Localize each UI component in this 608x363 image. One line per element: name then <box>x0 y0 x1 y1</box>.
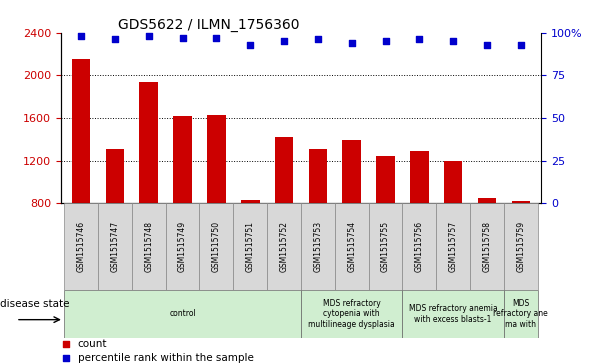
Text: count: count <box>78 339 107 349</box>
Bar <box>98 203 132 290</box>
Point <box>516 42 526 48</box>
Bar <box>267 203 301 290</box>
Point <box>61 355 71 361</box>
Point <box>144 33 154 39</box>
Text: MDS
refractory ane
ma with: MDS refractory ane ma with <box>494 299 548 329</box>
Bar <box>233 203 267 290</box>
Bar <box>402 290 504 338</box>
Bar <box>72 59 91 203</box>
Bar <box>376 156 395 203</box>
Bar <box>368 203 402 290</box>
Text: GSM1515755: GSM1515755 <box>381 221 390 272</box>
Text: GSM1515757: GSM1515757 <box>449 221 458 272</box>
Text: GSM1515752: GSM1515752 <box>280 221 289 272</box>
Bar <box>207 115 226 203</box>
Text: GSM1515756: GSM1515756 <box>415 221 424 272</box>
Bar <box>173 116 192 203</box>
Text: GSM1515749: GSM1515749 <box>178 221 187 272</box>
Point <box>279 38 289 44</box>
Bar <box>241 200 260 203</box>
Bar <box>335 203 368 290</box>
Text: GSM1515753: GSM1515753 <box>313 221 322 272</box>
Bar <box>478 198 496 203</box>
Point <box>76 33 86 39</box>
Bar <box>444 160 463 203</box>
Text: disease state: disease state <box>1 299 70 309</box>
Point <box>246 42 255 48</box>
Text: GSM1515747: GSM1515747 <box>111 221 119 272</box>
Bar <box>309 149 327 203</box>
Point <box>448 38 458 44</box>
Text: GSM1515758: GSM1515758 <box>483 221 491 272</box>
Bar <box>106 149 124 203</box>
Point <box>381 38 390 44</box>
Text: GSM1515759: GSM1515759 <box>516 221 525 272</box>
Point <box>212 35 221 41</box>
Point <box>415 37 424 42</box>
Text: percentile rank within the sample: percentile rank within the sample <box>78 353 254 363</box>
Text: GSM1515750: GSM1515750 <box>212 221 221 272</box>
Bar <box>470 203 504 290</box>
Bar <box>165 203 199 290</box>
Bar <box>504 290 537 338</box>
Bar <box>275 137 293 203</box>
Bar <box>301 203 335 290</box>
Bar <box>402 203 437 290</box>
Text: GDS5622 / ILMN_1756360: GDS5622 / ILMN_1756360 <box>119 18 300 32</box>
Text: MDS refractory
cytopenia with
multilineage dysplasia: MDS refractory cytopenia with multilinea… <box>308 299 395 329</box>
Text: GSM1515751: GSM1515751 <box>246 221 255 272</box>
Point <box>313 37 323 42</box>
Point <box>110 37 120 42</box>
Bar <box>132 203 165 290</box>
Bar <box>64 203 98 290</box>
Bar <box>504 203 537 290</box>
Point <box>61 341 71 347</box>
Point <box>482 42 492 48</box>
Bar <box>139 82 158 203</box>
Point <box>178 35 187 41</box>
Text: MDS refractory anemia
with excess blasts-1: MDS refractory anemia with excess blasts… <box>409 304 497 324</box>
Text: GSM1515754: GSM1515754 <box>347 221 356 272</box>
Bar <box>301 290 402 338</box>
Bar <box>511 201 530 203</box>
Bar <box>437 203 470 290</box>
Point <box>347 40 356 46</box>
Bar <box>342 140 361 203</box>
Bar <box>410 151 429 203</box>
Text: GSM1515746: GSM1515746 <box>77 221 86 272</box>
Bar <box>199 203 233 290</box>
Text: control: control <box>169 310 196 318</box>
Text: GSM1515748: GSM1515748 <box>144 221 153 272</box>
Bar <box>64 290 301 338</box>
